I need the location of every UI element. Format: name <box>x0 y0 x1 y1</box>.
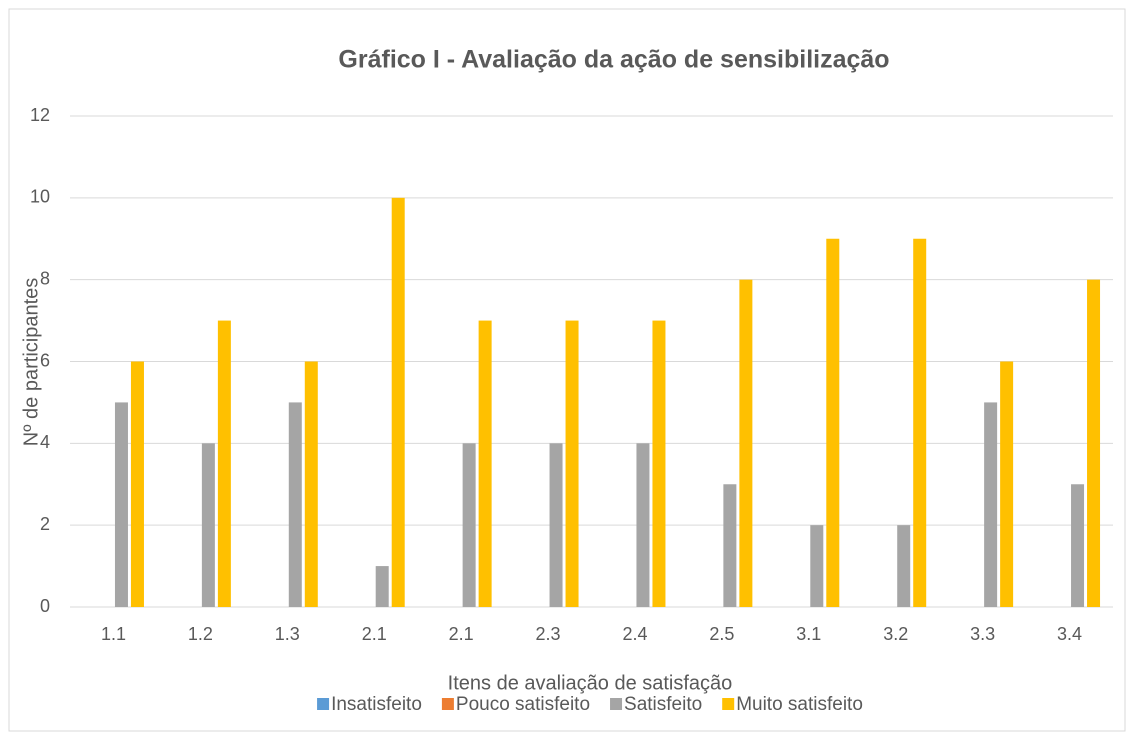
bar <box>913 238 927 607</box>
legend-label: Insatisfeito <box>331 694 422 715</box>
bar <box>984 402 998 607</box>
x-tick-label: 1.1 <box>101 624 126 644</box>
x-tick-label: 3.4 <box>1057 624 1082 644</box>
x-tick-label: 3.1 <box>796 624 821 644</box>
y-tick-label: 0 <box>40 596 50 616</box>
x-tick-label: 2.1 <box>362 624 387 644</box>
x-axis-title: Itens de avaliação de satisfação <box>448 672 733 694</box>
x-tick-label: 1.2 <box>188 624 213 644</box>
y-tick-label: 4 <box>40 432 50 452</box>
bar <box>723 484 737 607</box>
y-tick-label: 6 <box>40 350 50 370</box>
legend-swatch <box>317 698 330 710</box>
legend-label: Satisfeito <box>624 694 702 715</box>
bar <box>462 443 476 607</box>
x-tick-label: 2.1 <box>449 624 474 644</box>
legend-swatch <box>610 698 623 710</box>
bar <box>897 525 911 607</box>
bar <box>739 279 753 607</box>
bar <box>114 402 128 607</box>
bar <box>288 402 302 607</box>
bar <box>304 361 318 607</box>
bar <box>826 238 840 607</box>
y-tick-label: 2 <box>40 514 50 534</box>
bar <box>391 197 405 608</box>
bar <box>565 320 579 607</box>
x-tick-label: 1.3 <box>275 624 300 644</box>
y-tick-label: 8 <box>40 268 50 288</box>
legend-swatch <box>722 698 735 710</box>
bar <box>1000 361 1014 607</box>
bar <box>1087 279 1101 607</box>
bar <box>217 320 231 607</box>
x-tick-label: 2.3 <box>536 624 561 644</box>
bar <box>375 566 389 607</box>
bar <box>1071 484 1085 607</box>
x-tick-label: 3.3 <box>970 624 995 644</box>
x-tick-label: 3.2 <box>883 624 908 644</box>
bar <box>636 443 650 607</box>
bar <box>201 443 215 607</box>
legend-swatch <box>441 698 454 710</box>
y-tick-label: 12 <box>30 105 50 125</box>
chart-title: Gráfico I - Avaliação da ação de sensibi… <box>338 46 889 74</box>
y-tick-label: 10 <box>30 187 50 207</box>
bar <box>810 525 824 607</box>
x-tick-label: 2.5 <box>709 624 734 644</box>
bar <box>549 443 563 607</box>
bar <box>130 361 144 607</box>
legend-label: Muito satisfeito <box>736 694 863 715</box>
x-tick-label: 2.4 <box>622 624 647 644</box>
legend-label: Pouco satisfeito <box>456 694 590 715</box>
y-axis-title: Nº de participantes <box>20 278 42 447</box>
bar <box>652 320 666 607</box>
bar <box>478 320 492 607</box>
